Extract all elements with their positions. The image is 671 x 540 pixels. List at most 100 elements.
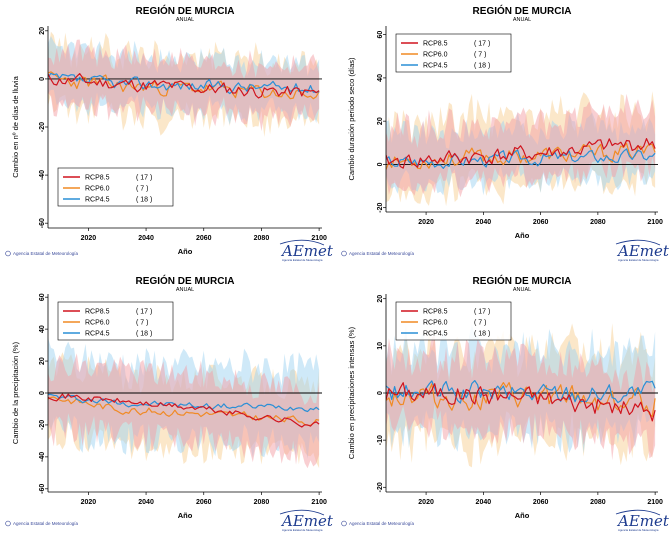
legend-label: RCP8.5 xyxy=(85,175,110,182)
agency-icon xyxy=(5,520,11,527)
series-line-rcp85 xyxy=(386,138,656,169)
logo-subtext: Agencia Estatal de Meteorología xyxy=(282,528,323,532)
y-tick-label: 20 xyxy=(39,27,46,35)
legend-label: RCP4.5 xyxy=(423,331,448,338)
y-tick-label: -10 xyxy=(377,435,384,445)
chart-panel-rainy-days: REGIÓN DE MURCIA ANUAL 20 0 -20 -40 -60 2020 204… xyxy=(0,0,335,270)
chart-subtitle: ANUAL xyxy=(176,287,194,293)
x-tick-label: 2100 xyxy=(311,235,327,242)
legend-count: ( 18 ) xyxy=(136,331,152,338)
chart-panel-precipitation: REGIÓN DE MURCIA ANUAL 60 40 20 0 -20 -40 -60 202… xyxy=(0,270,335,540)
series-line-rcp60 xyxy=(386,382,656,418)
series-line-rcp60 xyxy=(386,142,656,170)
x-tick-label: 2060 xyxy=(196,499,212,506)
y-tick-label: 0 xyxy=(377,391,384,395)
x-tick-label: 2080 xyxy=(590,219,606,226)
chart-subtitle: ANUAL xyxy=(176,17,194,23)
agency-credit: Agencia Estatal de Meteorología xyxy=(13,251,79,256)
x-tick-label: 2100 xyxy=(311,499,327,506)
x-tick-label: 2020 xyxy=(81,235,97,242)
x-tick-label: 2020 xyxy=(418,499,434,506)
y-tick-label: 0 xyxy=(377,162,384,166)
y-tick-label: 0 xyxy=(39,391,46,395)
y-tick-label: 20 xyxy=(377,117,384,125)
agency-icon xyxy=(5,250,11,257)
legend-count: ( 7 ) xyxy=(474,52,486,59)
x-tick-label: 2040 xyxy=(476,219,492,226)
x-tick-label: 2020 xyxy=(81,499,97,506)
y-tick-label: 20 xyxy=(39,357,46,365)
legend-label: RCP8.5 xyxy=(423,309,448,316)
x-axis-label: Año xyxy=(515,511,530,520)
x-tick-label: 2080 xyxy=(590,499,606,506)
series-line-rcp45 xyxy=(48,393,320,413)
y-tick-label: 60 xyxy=(39,293,46,301)
x-tick-label: 2040 xyxy=(476,499,492,506)
x-tick-label: 2040 xyxy=(138,235,154,242)
chart-subtitle: ANUAL xyxy=(513,17,531,23)
agency-credit: Agencia Estatal de Meteorología xyxy=(349,521,415,526)
band-rcp85 xyxy=(386,335,656,461)
band-rcp85 xyxy=(48,39,320,132)
x-tick-label: 2100 xyxy=(647,499,663,506)
legend-label: RCP4.5 xyxy=(85,331,110,338)
logo-arc xyxy=(615,509,661,516)
y-tick-label: -20 xyxy=(377,482,384,492)
y-tick-label: 10 xyxy=(377,342,384,350)
legend-count: ( 7 ) xyxy=(136,320,148,327)
series-line-rcp85 xyxy=(386,382,656,422)
y-tick-label: 40 xyxy=(39,325,46,333)
legend-count: ( 18 ) xyxy=(136,197,152,204)
x-tick-label: 2080 xyxy=(254,499,270,506)
legend-box xyxy=(395,301,512,341)
logo-subtext: Agencia Estatal de Meteorología xyxy=(618,528,659,532)
legend-box xyxy=(57,301,174,341)
agency-credit: Agencia Estatal de Meteorología xyxy=(13,521,79,526)
chart-title: REGIÓN DE MURCIA xyxy=(136,4,235,17)
y-tick-label: -40 xyxy=(39,452,46,462)
logo-arc xyxy=(279,239,325,246)
x-tick-label: 2020 xyxy=(418,219,434,226)
y-tick-label: -20 xyxy=(377,203,384,213)
legend-count: ( 17 ) xyxy=(136,309,152,316)
chart-panel-dry-spell: REGIÓN DE MURCIA ANUAL 60 40 20 0 -20 2020 2040 2… xyxy=(336,0,671,270)
chart-title: REGIÓN DE MURCIA xyxy=(473,274,572,287)
x-tick-label: 2100 xyxy=(647,219,663,226)
y-axis-label: Cambio duración periodo seco (días) xyxy=(347,57,356,180)
chart-title: REGIÓN DE MURCIA xyxy=(136,274,235,287)
y-tick-label: 60 xyxy=(377,31,384,39)
y-tick-label: -60 xyxy=(39,484,46,494)
legend-count: ( 7 ) xyxy=(136,186,148,193)
legend-label: RCP6.0 xyxy=(423,52,448,59)
y-tick-label: -20 xyxy=(39,420,46,430)
chart-subtitle: ANUAL xyxy=(513,287,531,293)
y-axis-label: Cambio de la precipitación (%) xyxy=(11,341,20,444)
agency-icon xyxy=(341,250,347,257)
y-tick-label: -40 xyxy=(39,170,46,180)
plot-area xyxy=(386,91,658,207)
x-axis-label: Año xyxy=(178,511,193,520)
agency-credit: Agencia Estatal de Meteorología xyxy=(349,251,415,256)
plot-area xyxy=(48,31,322,138)
series-line-rcp60 xyxy=(48,396,320,426)
chart-panel-intense-precipitation: REGIÓN DE MURCIA ANUAL 20 10 0 -10 -20 2020 2040… xyxy=(336,270,671,540)
logo-subtext: Agencia Estatal de Meteorología xyxy=(282,258,323,262)
logo-arc xyxy=(615,239,661,246)
plot-area xyxy=(48,337,322,469)
logo-arc xyxy=(279,509,325,516)
legend-label: RCP8.5 xyxy=(85,309,110,316)
legend-label: RCP6.0 xyxy=(85,186,110,193)
agency-icon xyxy=(341,520,347,527)
x-tick-label: 2060 xyxy=(196,235,212,242)
logo-text: AEmet xyxy=(280,512,334,530)
legend-count: ( 18 ) xyxy=(474,63,490,70)
series-line-rcp85 xyxy=(48,73,320,99)
legend-count: ( 17 ) xyxy=(474,309,490,316)
series-line-rcp85 xyxy=(48,393,320,428)
series-line-rcp45 xyxy=(386,380,656,404)
